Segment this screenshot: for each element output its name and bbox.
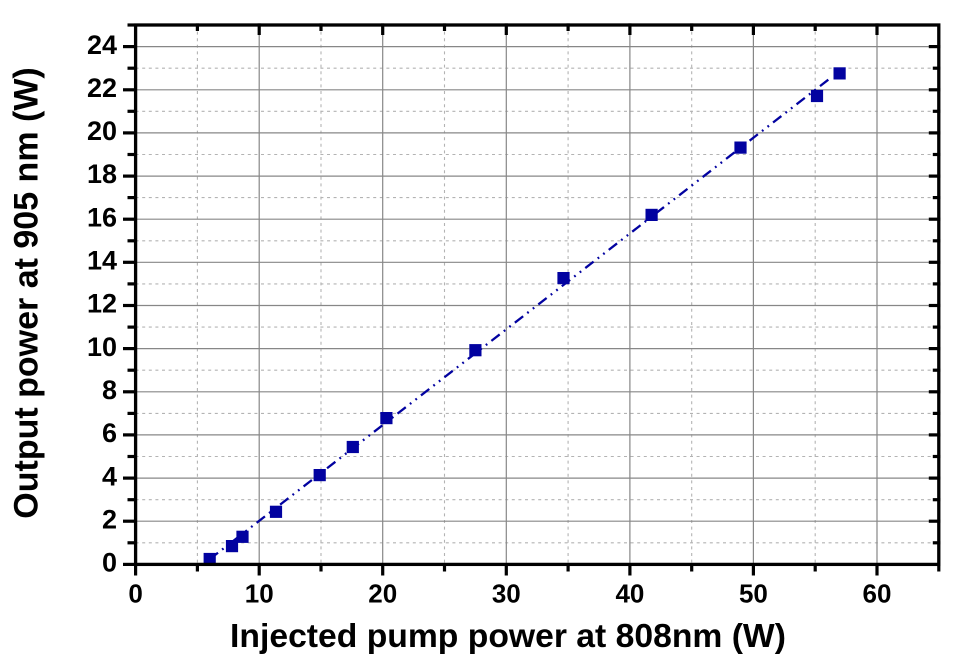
- svg-text:8: 8: [102, 375, 117, 405]
- svg-text:24: 24: [87, 30, 117, 60]
- svg-text:30: 30: [492, 579, 521, 609]
- svg-text:10: 10: [87, 332, 117, 362]
- svg-text:16: 16: [87, 202, 117, 232]
- svg-text:4: 4: [102, 461, 117, 491]
- svg-text:40: 40: [615, 579, 644, 609]
- svg-text:50: 50: [739, 579, 768, 609]
- svg-text:6: 6: [102, 418, 117, 448]
- svg-text:18: 18: [87, 159, 117, 189]
- svg-text:Injected pump power at 808nm (: Injected pump power at 808nm (W): [230, 617, 786, 655]
- svg-text:14: 14: [87, 246, 117, 276]
- svg-text:20: 20: [87, 116, 117, 146]
- svg-text:10: 10: [245, 579, 274, 609]
- svg-text:22: 22: [87, 73, 117, 103]
- svg-text:0: 0: [128, 579, 142, 609]
- svg-text:Output power at 905 nm (W): Output power at 905 nm (W): [8, 67, 46, 518]
- svg-text:60: 60: [863, 579, 892, 609]
- svg-text:2: 2: [102, 505, 117, 535]
- svg-text:12: 12: [87, 289, 117, 319]
- svg-text:0: 0: [102, 548, 117, 578]
- svg-text:20: 20: [368, 579, 397, 609]
